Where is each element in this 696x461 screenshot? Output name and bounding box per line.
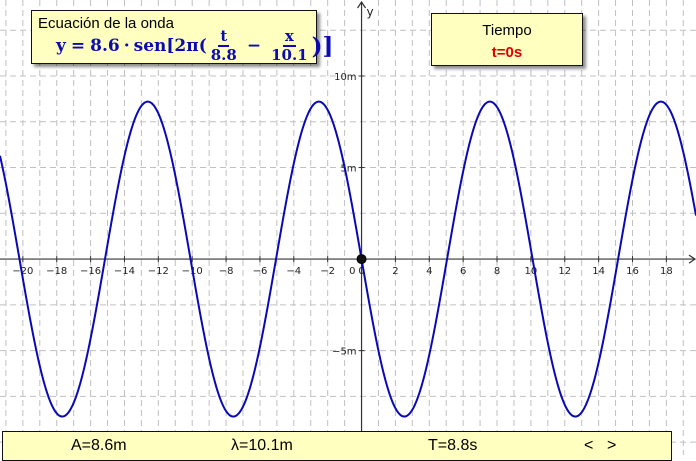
x-tick-label: 8 xyxy=(494,266,500,277)
y-axis-arrow xyxy=(357,0,367,9)
y-tick-label: 5m xyxy=(340,164,356,175)
x-tick-label: −4 xyxy=(286,266,301,277)
equation-equals: = xyxy=(70,36,86,56)
equation-title: Ecuación de la onda xyxy=(38,15,174,32)
x-tick-label: 10 xyxy=(525,266,538,277)
time-fraction-denominator: 8.8 xyxy=(210,46,237,64)
wave-equation: y = 8.6 · sen[2π( t 8.8 − x 10.1 )] xyxy=(56,29,334,63)
space-fraction-denominator: 10.1 xyxy=(271,46,308,64)
space-fraction-numerator: x xyxy=(282,27,296,47)
equation-close: )] xyxy=(311,32,334,60)
equation-box[interactable]: Ecuación de la onda y = 8.6 · sen[2π( t … xyxy=(31,10,333,64)
x-tick-label: −12 xyxy=(148,266,169,277)
time-fraction: t 8.8 xyxy=(209,29,239,63)
y-tick-label: 10m xyxy=(334,72,356,83)
x-tick-label: 4 xyxy=(426,266,432,277)
time-title: Tiempo xyxy=(482,22,532,39)
period-label: T=8.8s xyxy=(428,437,478,454)
equation-lhs: y xyxy=(56,36,66,56)
x-tick-label: −6 xyxy=(253,266,268,277)
y-axis-label: y xyxy=(367,5,374,19)
x-tick-label: −2 xyxy=(320,266,335,277)
space-fraction: x 10.1 xyxy=(269,29,310,63)
x-tick-label: 2 xyxy=(392,266,398,277)
wavelength-label: λ=10.1m xyxy=(231,437,293,454)
origin-label: 0 xyxy=(349,266,355,277)
x-tick-label: 14 xyxy=(592,266,605,277)
y-tick-label: −5m xyxy=(332,347,356,358)
time-value: t=0s xyxy=(491,44,523,61)
x-tick-label: 0 xyxy=(358,266,364,277)
wave-series xyxy=(0,100,696,418)
previous-button[interactable]: < xyxy=(584,437,594,454)
x-tick-label: −8 xyxy=(219,266,234,277)
x-tick-label: 6 xyxy=(460,266,466,277)
x-tick-label: 12 xyxy=(558,266,571,277)
time-fraction-numerator: t xyxy=(218,27,230,47)
x-tick-label: 16 xyxy=(626,266,639,277)
tick-labels: −20 −18 −16 −14 −12 −10 −8 −6 −4 −2 0 2 4 6 8 10 12 14 16 1… xyxy=(12,72,672,449)
equation-dot: · xyxy=(123,36,130,56)
origin-point xyxy=(356,254,367,265)
time-box[interactable]: Tiempo t=0s xyxy=(431,13,583,66)
x-axis-arrow xyxy=(688,254,696,264)
x-tick-label: −20 xyxy=(12,266,33,277)
equation-function: sen[2π( xyxy=(133,36,207,56)
next-button[interactable]: > xyxy=(607,437,617,454)
x-tick-label: −16 xyxy=(80,266,101,277)
amplitude-label: A=8.6m xyxy=(71,437,127,454)
equation-minus: − xyxy=(246,36,262,56)
wave-line xyxy=(0,100,696,418)
equation-amplitude: 8.6 xyxy=(90,36,120,56)
x-tick-label: −18 xyxy=(46,266,67,277)
x-tick-label: 18 xyxy=(660,266,673,277)
x-tick-label: −14 xyxy=(114,266,135,277)
parameter-bar: A=8.6m λ=10.1m T=8.8s < > xyxy=(2,431,672,461)
